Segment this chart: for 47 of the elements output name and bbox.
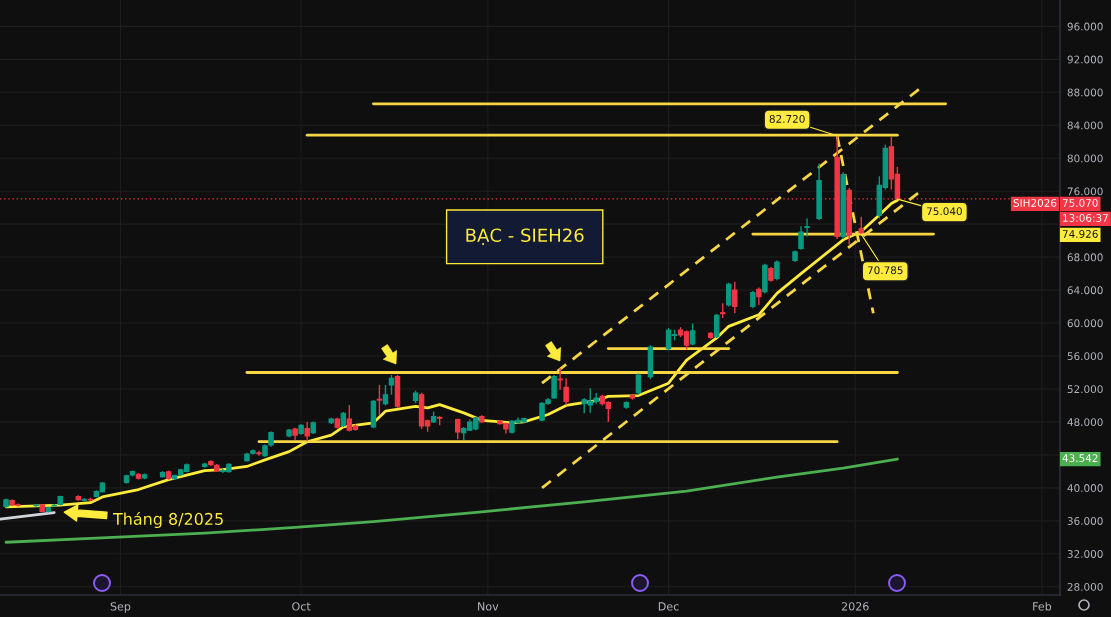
x-tick-label: Sep bbox=[110, 602, 131, 613]
annotation: 82.720 bbox=[769, 114, 805, 123]
line-series bbox=[4, 457, 899, 544]
candlestick bbox=[563, 377, 569, 406]
y-tick-label: 32.000 bbox=[1067, 550, 1103, 558]
x-tick-label: Nov bbox=[478, 602, 499, 611]
y-tick-label: 68.000 bbox=[1067, 253, 1103, 262]
candlestick bbox=[774, 259, 780, 281]
candlestick bbox=[798, 225, 804, 251]
candlestick bbox=[726, 281, 732, 308]
annotation: 70.785 bbox=[867, 266, 903, 275]
candlestick bbox=[388, 374, 395, 396]
candlestick bbox=[551, 374, 557, 400]
y-tick-label: 88.000 bbox=[1067, 88, 1103, 97]
annotation: SIH2026 bbox=[1013, 199, 1057, 207]
x-tick-label: 2026 bbox=[841, 602, 869, 611]
x-tick-label: Oct bbox=[292, 602, 311, 611]
y-tick-label: 36.000 bbox=[1067, 517, 1103, 525]
y-tick-label: 60.000 bbox=[1067, 319, 1103, 328]
text: 43.542 bbox=[1062, 454, 1098, 463]
y-tick-label: 40.000 bbox=[1067, 484, 1103, 492]
y-tick-label: 56.000 bbox=[1067, 352, 1103, 361]
y-tick-label: 80.000 bbox=[1067, 154, 1103, 163]
y-tick-label: 96.000 bbox=[1067, 22, 1103, 31]
candlestick bbox=[732, 281, 738, 314]
text: 74.926 bbox=[1062, 230, 1098, 238]
candlestick bbox=[635, 372, 642, 396]
y-tick-label: 48.000 bbox=[1067, 418, 1103, 427]
text: BẠC - SIEH26 bbox=[466, 228, 584, 246]
candlestick bbox=[804, 217, 810, 238]
annotation: Tháng 8/2025 bbox=[112, 511, 223, 529]
ref-line-label: 75.070 bbox=[1062, 199, 1098, 207]
y-tick-label: 76.000 bbox=[1067, 187, 1103, 196]
text: 13:06:37 bbox=[1063, 214, 1108, 222]
x-tick-label: Feb bbox=[1033, 601, 1052, 611]
y-tick-label: 28.000 bbox=[1067, 582, 1103, 591]
y-tick-label: 84.000 bbox=[1067, 121, 1103, 130]
y-tick-label: 52.000 bbox=[1067, 385, 1103, 394]
candlestick bbox=[557, 367, 563, 391]
candlestick bbox=[376, 384, 383, 416]
annotation: 75.040 bbox=[927, 207, 962, 216]
y-tick-label: 92.000 bbox=[1067, 55, 1103, 64]
candlestick bbox=[382, 384, 389, 407]
candlestick bbox=[304, 421, 310, 442]
x-tick-label: Dec bbox=[658, 602, 679, 611]
y-tick-label: 64.000 bbox=[1067, 286, 1103, 295]
candlestick bbox=[713, 313, 720, 339]
